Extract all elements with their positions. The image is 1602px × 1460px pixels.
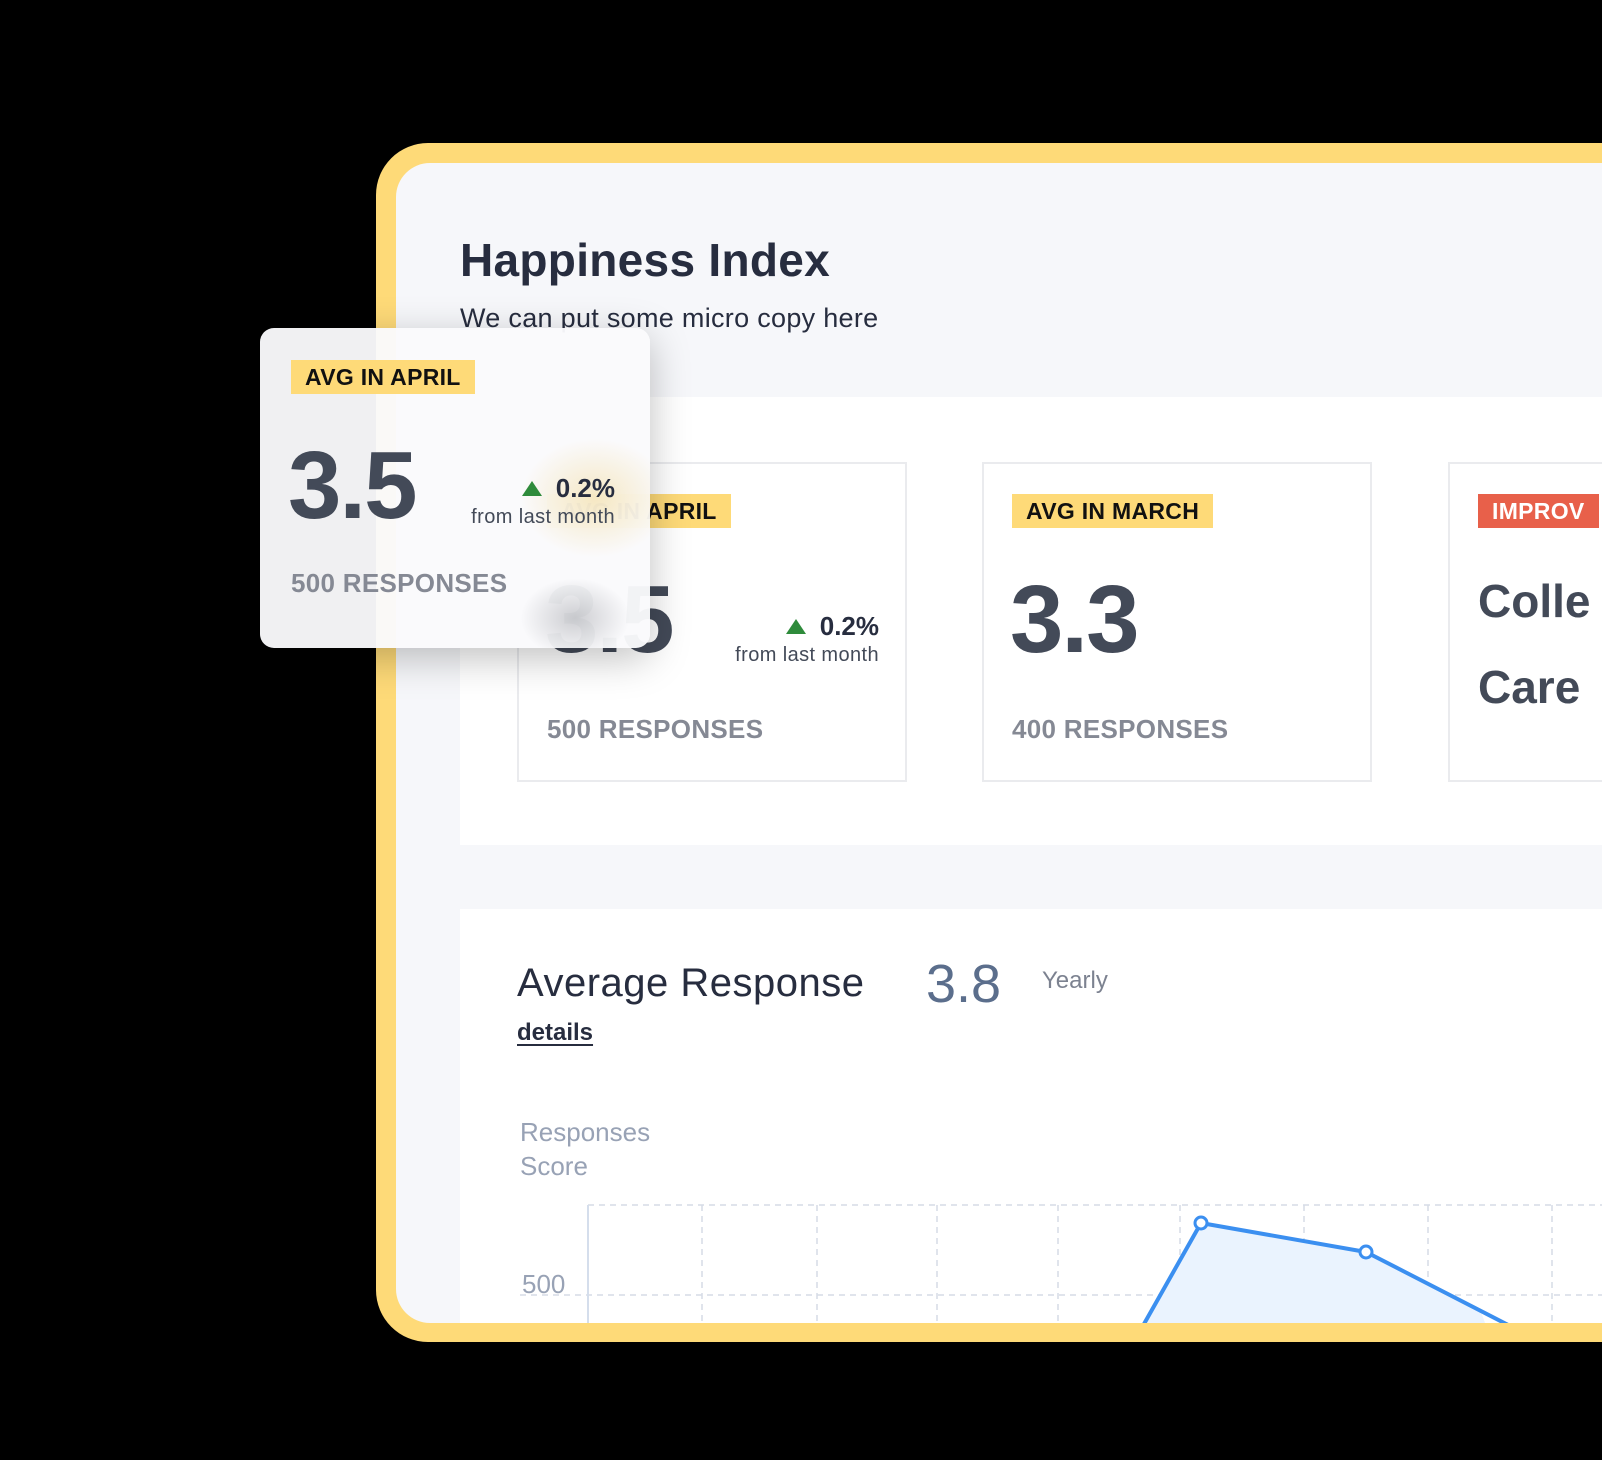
improve-item: Care xyxy=(1478,661,1581,713)
stat-card-improve[interactable]: IMPROV Colle Care xyxy=(1448,462,1602,782)
stat-responses: 500 RESPONSES xyxy=(547,714,764,744)
data-point[interactable] xyxy=(1193,1215,1209,1231)
y-label-line: Responses xyxy=(520,1117,651,1147)
triangle-up-icon xyxy=(521,481,542,496)
average-response-section: Average Response 3.8 Yearly details Resp… xyxy=(460,909,1602,1323)
shadow-decoration xyxy=(520,578,630,648)
popup-delta: 0.2% from last month xyxy=(440,473,615,529)
popup-value: 3.5 xyxy=(288,432,417,539)
stat-delta: 0.2% from last month xyxy=(704,611,879,667)
popup-badge: AVG IN APRIL xyxy=(291,360,475,394)
stat-badge: AVG IN MARCH xyxy=(1012,494,1214,528)
details-link[interactable]: details xyxy=(517,1019,594,1046)
delta-note: from last month xyxy=(735,644,879,666)
y-tick-500: 500 xyxy=(522,1269,566,1299)
popup-responses: 500 RESPONSES xyxy=(291,568,508,598)
stat-card-march[interactable]: AVG IN MARCH 3.3 400 RESPONSES xyxy=(982,462,1372,782)
data-point[interactable] xyxy=(1358,1244,1374,1260)
delta-value: 0.2% xyxy=(819,611,879,641)
area-chart xyxy=(520,1204,1602,1323)
page-title: Happiness Index xyxy=(460,234,831,286)
delta-note: from last month xyxy=(471,506,615,528)
dashboard-panel: Happiness Index We can put some micro co… xyxy=(396,163,1602,1323)
stat-badge: IMPROV xyxy=(1478,494,1599,528)
improve-item: Colle xyxy=(1478,575,1591,627)
y-label-line: Score xyxy=(520,1151,588,1181)
chart-period: Yearly xyxy=(1042,967,1108,994)
triangle-up-icon xyxy=(785,619,806,634)
chart-y-axis-label: Responses Score xyxy=(520,1115,650,1183)
stat-responses: 400 RESPONSES xyxy=(1012,714,1229,744)
glow-decoration xyxy=(520,438,650,558)
floating-stat-card[interactable]: AVG IN APRIL 3.5 0.2% from last month 50… xyxy=(260,328,650,648)
chart-title: Average Response xyxy=(517,961,865,1005)
chart-average-value: 3.8 xyxy=(926,954,1002,1014)
stat-value: 3.3 xyxy=(1010,566,1139,673)
delta-value: 0.2% xyxy=(555,473,615,503)
